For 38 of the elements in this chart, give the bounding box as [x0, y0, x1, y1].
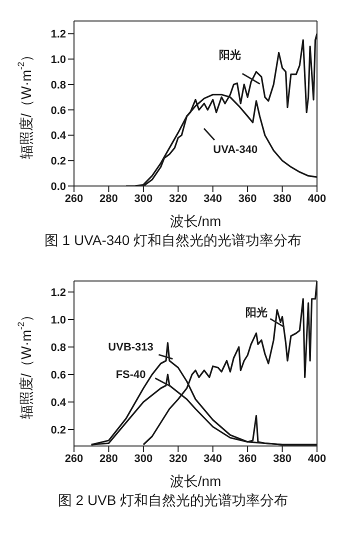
legend-label: UVA-340	[213, 144, 258, 156]
y-tick-label: 1.0	[50, 314, 66, 326]
x-tick-label: 260	[64, 452, 84, 465]
x-tick-label: 300	[134, 192, 153, 205]
x-tick-label: 400	[308, 452, 326, 465]
x-tick-label: 280	[100, 192, 118, 205]
x-tick-label: 360	[238, 192, 257, 205]
x-tick-label: 320	[168, 192, 188, 205]
x-tick-label: 280	[100, 452, 118, 465]
x-tick-label: 380	[273, 192, 292, 205]
text: 图 1 UVA-340 灯和自然光的光谱功率分布	[43, 232, 303, 250]
series-label: UVB-313	[108, 342, 154, 354]
legend-label: FS-40	[116, 369, 146, 382]
y-tick-label: 0.2	[50, 156, 66, 168]
y-tick-label: 0.4	[50, 396, 67, 409]
x-tick-label: 260	[64, 192, 84, 205]
y-tick-label: 0.6	[50, 369, 66, 382]
y-tick-label: 0.8	[50, 342, 66, 354]
y-tick-label: 0.0	[50, 180, 66, 193]
y-tick-label: 0.2	[50, 424, 66, 436]
series-label: 阳光	[245, 306, 268, 319]
x-tick-label: 400	[308, 192, 326, 205]
x-axis-title: 波长/nm	[170, 473, 222, 489]
y-tick-label: 0.4	[50, 130, 67, 142]
x-tick-label: 320	[168, 452, 188, 465]
x-tick-label: 360	[238, 452, 257, 465]
y-tick-label: 1.2	[50, 286, 66, 299]
series-label: 阳光	[219, 48, 242, 62]
x-tick-label: 340	[204, 192, 222, 205]
x-axis-title: 波长/nm	[170, 213, 222, 229]
y-tick-label: 1.2	[50, 28, 66, 41]
text: 图 2 UVB 灯和自然光的光谱功率分布	[56, 492, 290, 510]
y-tick-label: 0.8	[50, 79, 66, 92]
x-tick-label: 380	[273, 452, 292, 465]
y-tick-label: 0.6	[50, 104, 66, 117]
x-tick-label: 300	[134, 452, 153, 465]
x-tick-label: 340	[204, 452, 222, 465]
y-tick-label: 1.0	[50, 54, 66, 66]
